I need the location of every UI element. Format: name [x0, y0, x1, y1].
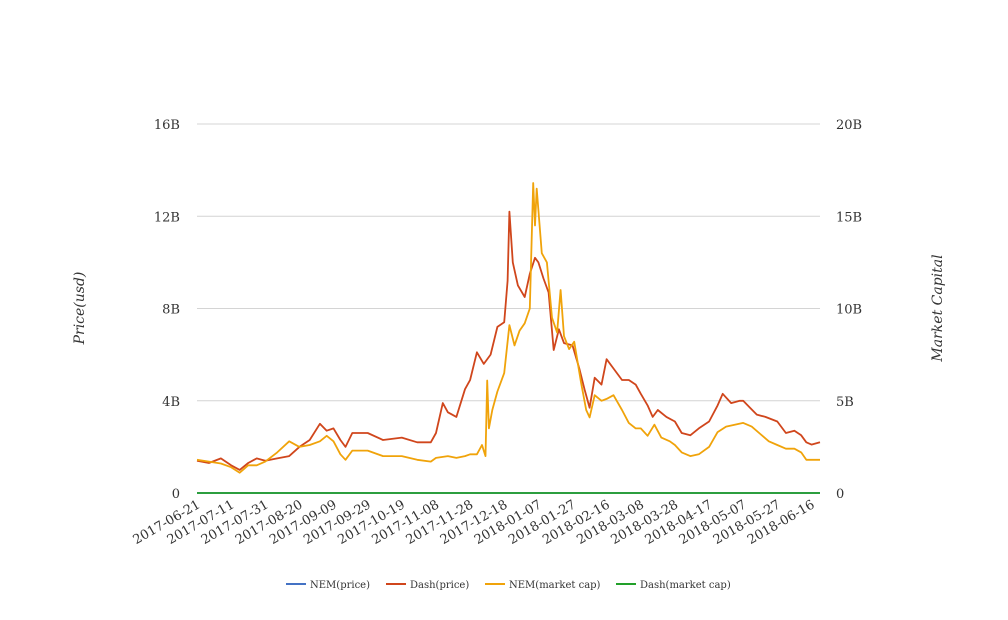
y-right-tick-label: 5B	[836, 395, 854, 410]
y-right-tick-label: 15B	[836, 210, 862, 225]
series-lines	[196, 182, 821, 494]
series-line-dash-price	[196, 210, 821, 471]
y-axis-right-title: Market Capital	[930, 254, 946, 362]
y-axis-left-title: Price(usd)	[72, 272, 88, 346]
legend-item[interactable]: Dash(market cap)	[616, 580, 731, 591]
y-left-tick-label: 0	[172, 487, 180, 502]
y-right-tick-label: 10B	[836, 303, 862, 318]
legend-label: Dash(price)	[410, 580, 469, 591]
y-left-tick-label: 8B	[162, 303, 180, 318]
y-left-tick-label: 4B	[162, 395, 180, 410]
series-line-nem-market-cap	[196, 182, 820, 474]
legend: NEM(price) Dash(price) NEM(market cap) Dash…	[286, 580, 731, 591]
y-right-tick-label: 0	[836, 487, 844, 502]
legend-item[interactable]: NEM(price)	[286, 580, 370, 591]
legend-item[interactable]: Dash(price)	[386, 580, 469, 591]
gridlines	[197, 123, 820, 494]
legend-label: NEM(price)	[310, 580, 370, 591]
y-left-tick-label: 12B	[154, 210, 180, 225]
legend-label: NEM(market cap)	[509, 580, 601, 591]
y-right-tick-label: 20B	[836, 118, 862, 133]
legend-label: Dash(market cap)	[640, 580, 731, 591]
y-left-tick-label: 16B	[154, 118, 180, 133]
legend-item[interactable]: NEM(market cap)	[485, 580, 601, 591]
